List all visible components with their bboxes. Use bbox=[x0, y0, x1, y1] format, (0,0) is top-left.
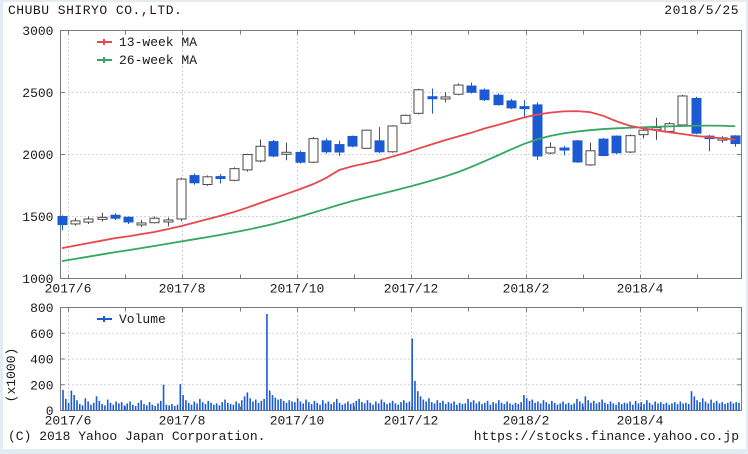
legend-item-ma26: 26-week MA bbox=[97, 51, 197, 69]
svg-text:2017/10: 2017/10 bbox=[270, 414, 325, 429]
ma13-line-swatch bbox=[97, 39, 112, 45]
svg-text:3000: 3000 bbox=[22, 24, 53, 39]
svg-text:2017/6: 2017/6 bbox=[45, 414, 92, 429]
svg-text:400: 400 bbox=[30, 353, 53, 368]
svg-text:200: 200 bbox=[30, 378, 53, 393]
legend-label-ma13: 13-week MA bbox=[119, 34, 198, 50]
ma26-line-swatch bbox=[97, 57, 112, 63]
volume-legend: Volume bbox=[97, 310, 166, 328]
ma13-line-swatch bbox=[103, 39, 105, 45]
volume-swatch bbox=[103, 316, 105, 322]
svg-text:2018/4: 2018/4 bbox=[617, 414, 664, 429]
svg-text:2018/2: 2018/2 bbox=[503, 282, 550, 297]
svg-text:0: 0 bbox=[46, 404, 54, 419]
chart-header: CHUBU SHIRYO CO.,LTD. 2018/5/25 bbox=[8, 3, 739, 18]
svg-text:2017/12: 2017/12 bbox=[384, 282, 439, 297]
svg-text:1000: 1000 bbox=[22, 272, 53, 287]
volume-axis-unit-label: (x1000) bbox=[4, 347, 19, 403]
page-edge bbox=[746, 0, 748, 454]
svg-text:800: 800 bbox=[30, 301, 53, 316]
stock-name: CHUBU SHIRYO CO.,LTD. bbox=[8, 3, 183, 18]
legend-label-ma26: 26-week MA bbox=[119, 52, 198, 68]
price-legend: 13-week MA 26-week MA bbox=[97, 33, 197, 69]
svg-text:2017/8: 2017/8 bbox=[159, 414, 206, 429]
svg-text:2018/2: 2018/2 bbox=[503, 414, 550, 429]
svg-text:2500: 2500 bbox=[22, 86, 53, 101]
svg-text:2017/12: 2017/12 bbox=[384, 414, 439, 429]
svg-text:2000: 2000 bbox=[22, 148, 53, 163]
svg-text:2017/10: 2017/10 bbox=[270, 282, 325, 297]
copyright-text: (C) 2018 Yahoo Japan Corporation. bbox=[8, 429, 266, 444]
legend-item-volume: Volume bbox=[97, 310, 166, 328]
legend-label-volume: Volume bbox=[119, 311, 166, 327]
svg-text:1500: 1500 bbox=[22, 210, 53, 225]
legend-item-ma13: 13-week MA bbox=[97, 33, 197, 51]
volume-swatch bbox=[97, 316, 112, 322]
chart-date: 2018/5/25 bbox=[664, 3, 739, 18]
source-url-text: https://stocks.finance.yahoo.co.jp bbox=[473, 429, 739, 444]
ma26-line-swatch bbox=[103, 57, 105, 63]
page-edge bbox=[0, 0, 748, 2]
svg-text:2017/8: 2017/8 bbox=[159, 282, 206, 297]
svg-text:2017/6: 2017/6 bbox=[45, 282, 92, 297]
page-edge bbox=[0, 0, 3, 454]
page-edge bbox=[0, 449, 748, 454]
svg-text:2018/4: 2018/4 bbox=[617, 282, 664, 297]
svg-text:600: 600 bbox=[30, 327, 53, 342]
